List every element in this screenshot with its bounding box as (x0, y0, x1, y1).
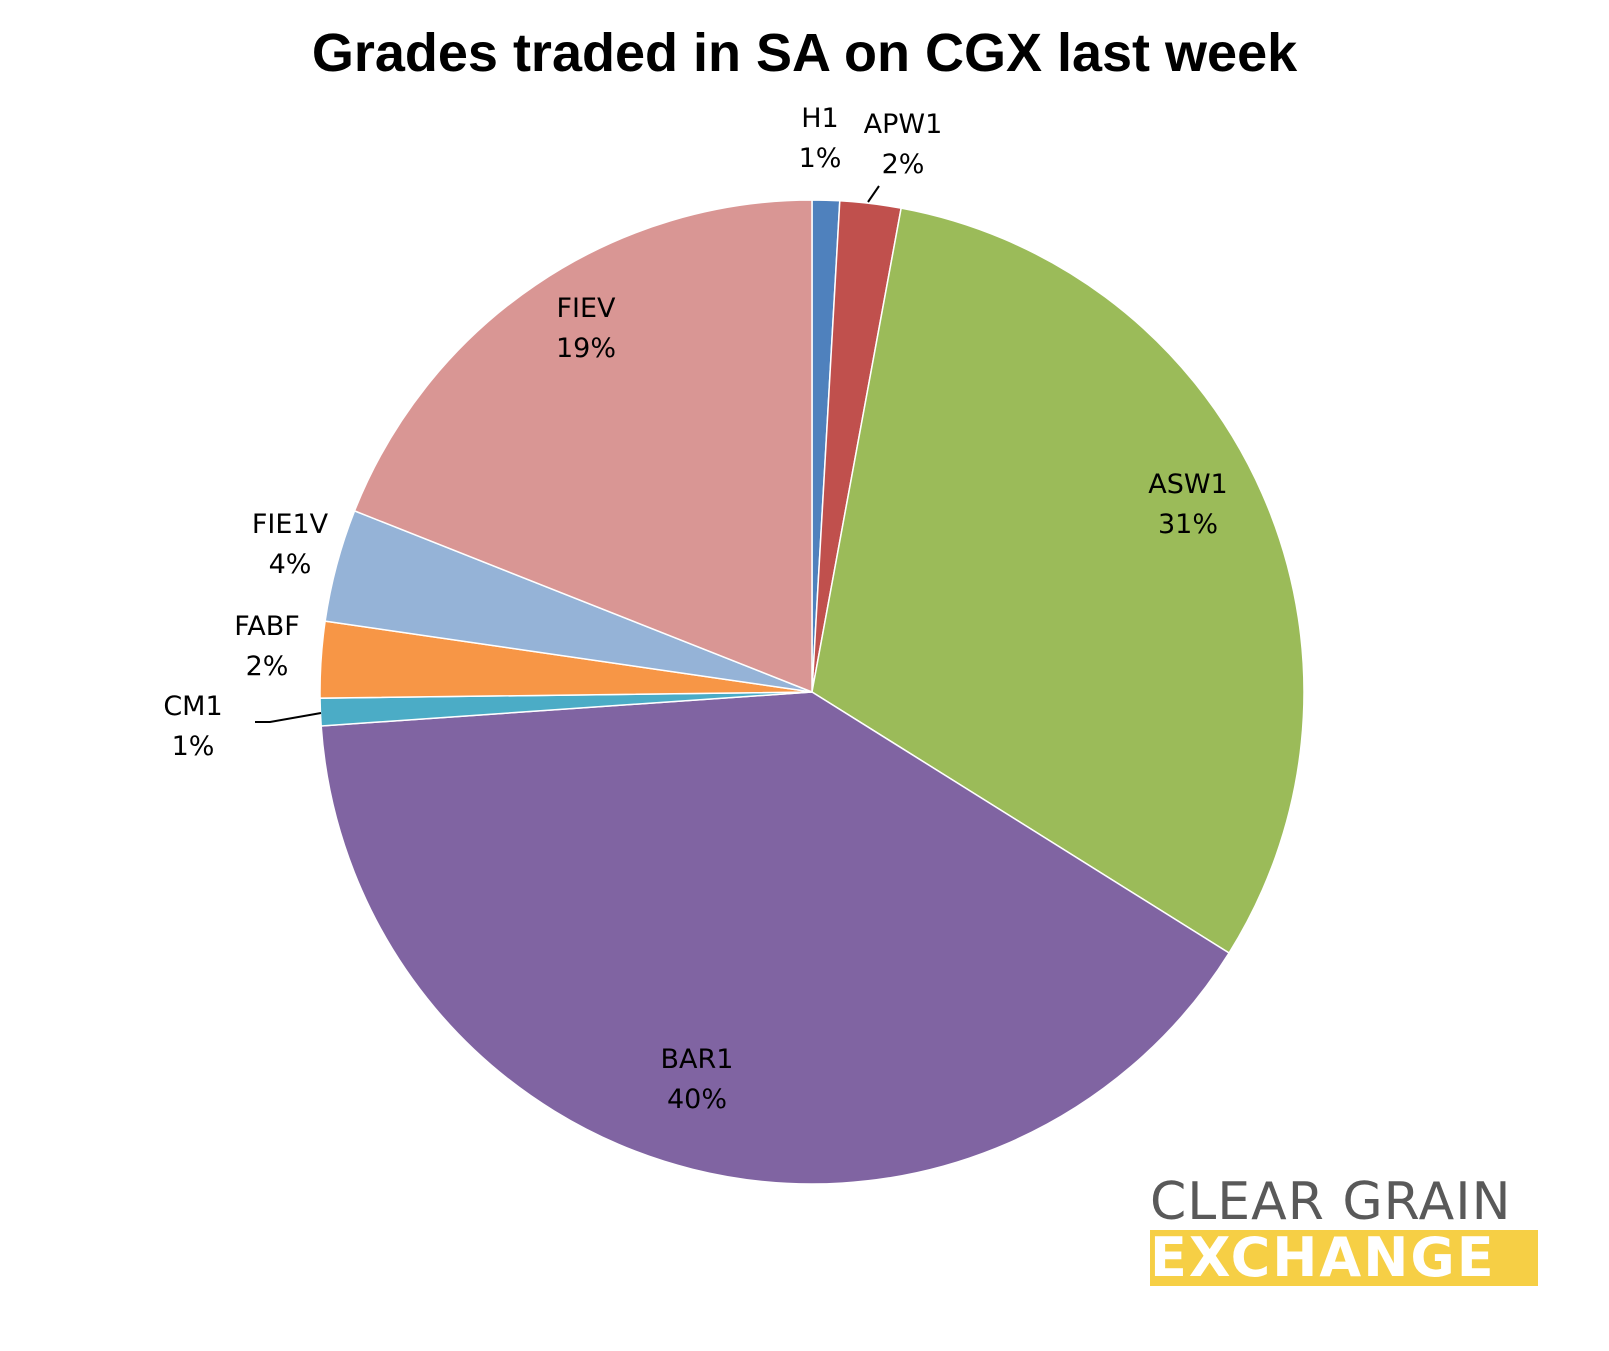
slice-label-cm1: CM1 (163, 691, 222, 722)
slice-label-h1: H1 (801, 103, 838, 134)
slice-percent-cm1: 1% (172, 731, 215, 762)
slice-percent-fiev: 19% (556, 333, 616, 364)
logo-text-exchange: EXCHANGE (1150, 1230, 1538, 1286)
slice-label-fabf: FABF (234, 611, 300, 642)
logo-text-clear-grain: CLEAR GRAIN (1150, 1172, 1512, 1232)
slice-label-bar1: BAR1 (661, 1044, 734, 1075)
slice-percent-h1: 1% (799, 143, 842, 174)
pie-slice-fiev (353, 199, 813, 694)
slice-label-apw1: APW1 (864, 109, 943, 140)
leader-line-cm1 (255, 712, 322, 723)
slice-percent-fie1v: 4% (269, 549, 312, 580)
slice-label-asw1: ASW1 (1148, 469, 1227, 500)
slice-label-fiev: FIEV (556, 293, 616, 324)
pie-slice-asw1 (811, 207, 1305, 955)
clear-grain-exchange-logo: CLEAR GRAIN EXCHANGE (1150, 1172, 1550, 1292)
slice-percent-apw1: 2% (882, 149, 925, 180)
chart-title: Grades traded in SA on CGX last week (311, 23, 1298, 83)
slice-percent-bar1: 40% (667, 1084, 727, 1115)
leader-line-apw1 (867, 185, 880, 203)
slice-percent-asw1: 31% (1158, 509, 1218, 540)
pie-slice-bar1 (320, 691, 1231, 1185)
slice-percent-fabf: 2% (246, 651, 289, 682)
slice-label-fie1v: FIE1V (252, 509, 329, 540)
